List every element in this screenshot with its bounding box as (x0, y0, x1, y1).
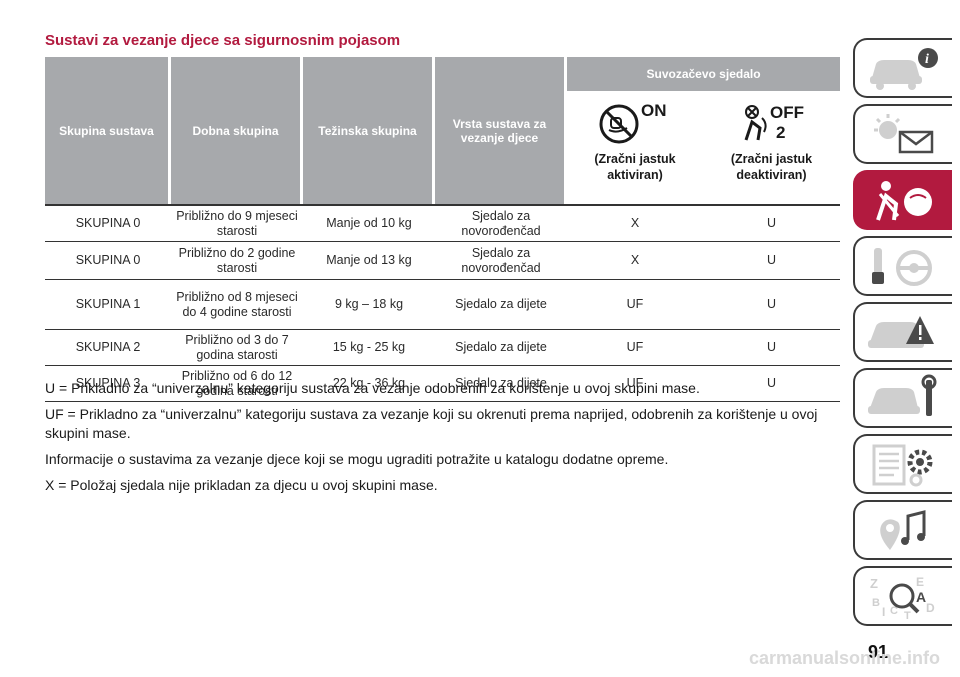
car-info-icon: i (869, 48, 938, 90)
tab-technical-data[interactable] (853, 434, 952, 494)
table-row: SKUPINA 3 Približno od 6 do 12 godina st… (45, 366, 841, 402)
page-title: Sustavi za vezanje djece sa sigurnosnim … (45, 32, 401, 49)
legend-notes: U = Prikladno za “univerzalnu” kategorij… (45, 379, 840, 501)
airbag-off-badge: OFF (770, 103, 804, 122)
tab-car-maintenance[interactable] (853, 368, 952, 428)
note-x: X = Položaj sjedala nije prikladan za dj… (45, 476, 438, 493)
airbag-on-icon: ON (595, 96, 675, 148)
cell-type: Sjedalo za novorođenčad (435, 242, 567, 280)
cell-type: Sjedalo za dijete (435, 280, 567, 330)
airbag-off-icon: OFF 2 (732, 96, 812, 148)
cell-age: Približno do 2 godine starosti (171, 242, 303, 280)
cell-weight: Manje od 13 kg (303, 242, 435, 280)
cell-airbag-off: U (703, 242, 841, 280)
page-number: 91 (868, 642, 889, 662)
header-age: Dobna skupina (171, 57, 303, 204)
header-airbag-on: ON (Zračni jastuk aktiviran) (567, 92, 703, 204)
cell-airbag-on: UF (567, 280, 703, 330)
car-emergency-icon (867, 316, 934, 348)
table-row: SKUPINA 2 Približno od 3 do 7 godina sta… (45, 330, 841, 366)
cell-airbag-on: X (567, 204, 703, 242)
cell-airbag-off: U (703, 280, 841, 330)
cell-airbag-on: X (567, 242, 703, 280)
tab-car-emergency[interactable] (853, 302, 952, 362)
multimedia-icon (879, 510, 925, 550)
svg-text:T: T (904, 610, 911, 620)
warning-lights-icon (873, 114, 933, 154)
svg-text:D: D (926, 601, 935, 615)
chapter-sidebar: i (853, 38, 960, 632)
cell-group: SKUPINA 0 (45, 204, 171, 242)
airbag-on-badge: ON (641, 101, 667, 120)
cell-weight: 22 kg - 36 kg (303, 366, 435, 402)
cell-group: SKUPINA 1 (45, 280, 171, 330)
svg-text:A: A (916, 589, 926, 605)
tab-seatbelt-airbag[interactable] (853, 170, 952, 230)
airbag-on-label: (Zračni jastuk aktiviran) (594, 152, 676, 182)
cell-weight: Manje od 10 kg (303, 204, 435, 242)
cell-airbag-off: U (703, 366, 841, 402)
table-row: SKUPINA 0 Približno do 2 godine starosti… (45, 242, 841, 280)
table-row: SKUPINA 1 Približno od 8 mjeseci do 4 go… (45, 280, 841, 330)
svg-text:Z: Z (870, 576, 878, 591)
header-restraint-type: Vrsta sustava za vezanje djece (435, 57, 567, 204)
car-maintenance-icon (867, 374, 936, 416)
cell-airbag-off: U (703, 204, 841, 242)
watermark: carmanualsonline.info (748, 648, 940, 668)
cell-age: Približno od 6 do 12 godina starosti (171, 366, 303, 402)
cell-type: Sjedalo za dijete (435, 366, 567, 402)
airbag-off-label: (Zračni jastuk deaktiviran) (730, 152, 813, 182)
tab-warning-lights[interactable] (853, 104, 952, 164)
tab-multimedia[interactable] (853, 500, 952, 560)
cell-group: SKUPINA 2 (45, 330, 171, 366)
note-uf: UF = Prikladno za “univerzalnu” kategori… (45, 405, 818, 441)
child-seat-table: Skupina sustava Dobna skupina Težinska s… (45, 57, 841, 402)
tab-steering-wheel-key[interactable] (853, 236, 952, 296)
svg-text:B: B (872, 597, 880, 609)
cell-age: Približno od 3 do 7 godina starosti (171, 330, 303, 366)
table-row: SKUPINA 0 Približno do 9 mjeseci starost… (45, 204, 841, 242)
header-passenger-seat: Suvozačevo sjedalo (567, 57, 841, 92)
header-weight: Težinska skupina (303, 57, 435, 204)
tab-car-info[interactable]: i (853, 38, 952, 98)
cell-type: Sjedalo za dijete (435, 330, 567, 366)
cell-type: Sjedalo za novorođenčad (435, 204, 567, 242)
cell-weight: 9 kg – 18 kg (303, 280, 435, 330)
airbag-off-badge-number: 2 (776, 123, 785, 142)
technical-data-icon (872, 444, 932, 487)
svg-text:I: I (882, 605, 885, 619)
cell-group: SKUPINA 3 (45, 366, 171, 402)
header-airbag-off: OFF 2 (Zračni jastuk deaktiviran) (703, 92, 841, 204)
svg-text:E: E (916, 575, 924, 589)
cell-weight: 15 kg - 25 kg (303, 330, 435, 366)
cell-age: Približno od 8 mjeseci do 4 godine staro… (171, 280, 303, 330)
svg-text:i: i (925, 52, 929, 67)
header-group: Skupina sustava (45, 57, 171, 204)
cell-airbag-on: UF (567, 366, 703, 402)
cell-age: Približno do 9 mjeseci starosti (171, 204, 303, 242)
steering-wheel-key-icon (871, 248, 932, 286)
note-u: U = Prikladno za “univerzalnu” kategorij… (45, 380, 700, 396)
note-info: Informacije o sustavima za vezanje djece… (45, 450, 669, 467)
cell-airbag-on: UF (567, 330, 703, 366)
svg-text:C: C (890, 605, 898, 617)
seatbelt-airbag-icon (875, 181, 932, 221)
cell-group: SKUPINA 0 (45, 242, 171, 280)
cell-airbag-off: U (703, 330, 841, 366)
